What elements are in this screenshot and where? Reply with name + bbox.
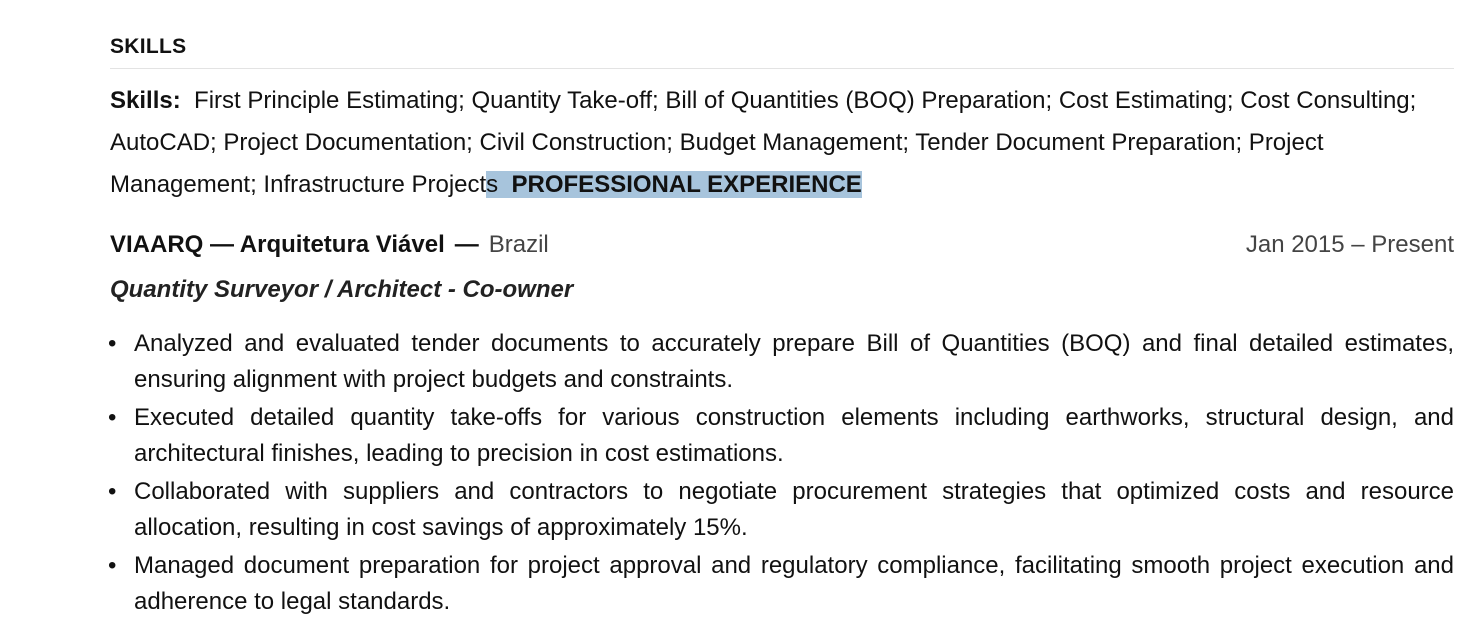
- skills-heading: SKILLS: [110, 35, 187, 58]
- list-item: • Executed detailed quantity take-offs fo…: [108, 400, 1454, 472]
- list-item: • Collaborated with suppliers and contrac…: [108, 474, 1454, 546]
- skills-label: Skills:: [110, 87, 181, 114]
- job-location: Brazil: [488, 231, 549, 258]
- company-name: VIAARQ — Arquitetura Viável: [110, 231, 445, 258]
- section-divider: [110, 68, 1454, 69]
- job-bullet-list: • Analyzed and evaluated tender documents…: [108, 326, 1454, 622]
- bullet-text: Collaborated with suppliers and contract…: [134, 478, 1454, 541]
- selected-text: s: [486, 171, 499, 198]
- skills-list: First Principle Estimating; Quantity Tak…: [110, 87, 1417, 198]
- company-location-separator: —: [454, 231, 479, 258]
- job-employer: VIAARQ — Arquitetura Viável — Brazil: [110, 228, 549, 262]
- bullet-icon: •: [108, 404, 117, 431]
- selected-space: [498, 171, 512, 198]
- skills-paragraph[interactable]: Skills: First Principle Estimating; Quan…: [110, 80, 1454, 206]
- job-header: VIAARQ — Arquitetura Viável — Brazil Jan 2…: [110, 228, 1454, 262]
- list-item: • Analyzed and evaluated tender documents…: [108, 326, 1454, 398]
- list-item: • Managed document preparation for projec…: [108, 548, 1454, 620]
- bullet-text: Executed detailed quantity take-offs for…: [134, 404, 1454, 467]
- bullet-icon: •: [108, 330, 117, 357]
- job-dates: Jan 2015 – Present: [1245, 231, 1454, 258]
- bullet-icon: •: [108, 552, 117, 579]
- bullet-text: Analyzed and evaluated tender documents …: [134, 330, 1454, 393]
- job-title: Quantity Surveyor / Architect - Co-owner: [110, 276, 574, 303]
- experience-heading: PROFESSIONAL EXPERIENCE: [511, 171, 862, 198]
- bullet-icon: •: [108, 478, 117, 505]
